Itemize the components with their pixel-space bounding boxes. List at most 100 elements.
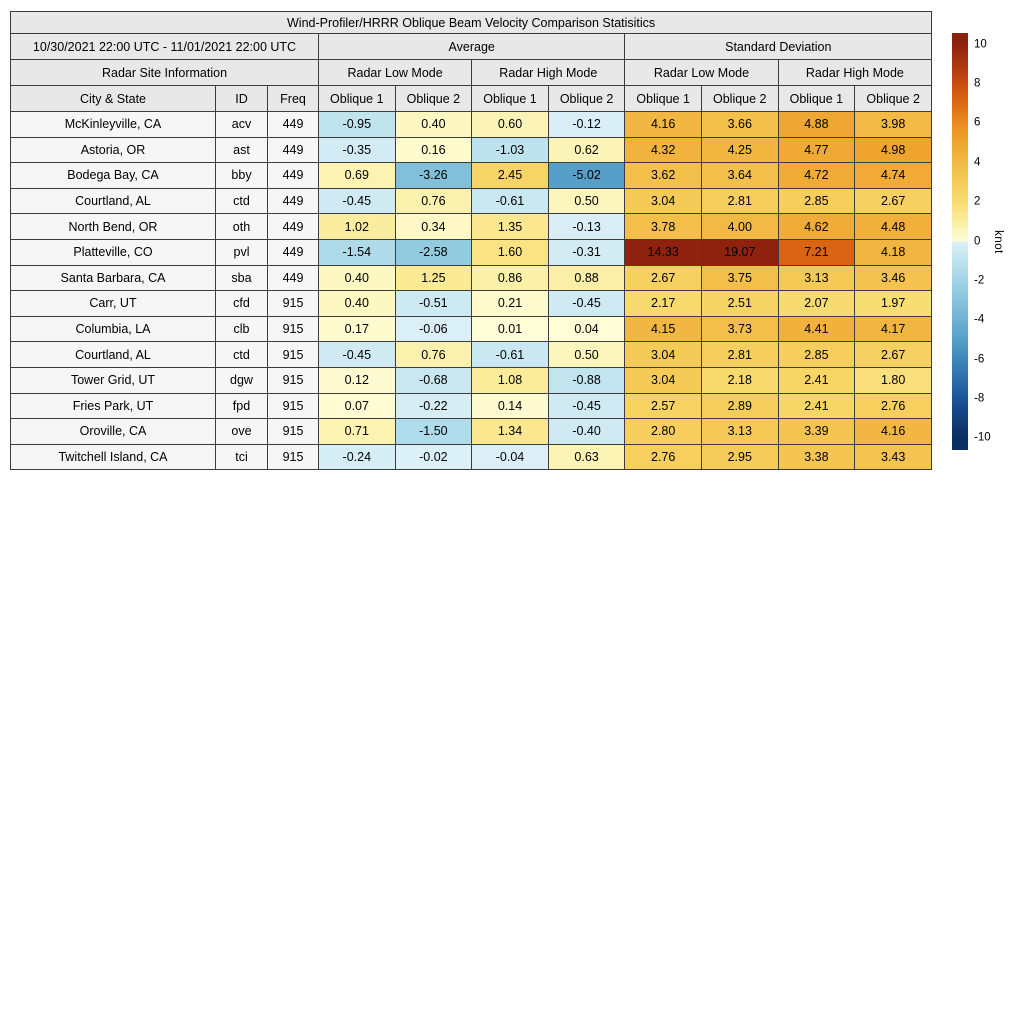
value-cell: 0.14 xyxy=(471,392,549,420)
value-cell: 0.16 xyxy=(394,136,473,164)
value-cell: 0.71 xyxy=(318,418,396,445)
average-group-label: Average xyxy=(317,33,626,60)
colorbar: 10 8 6 4 2 0 -2 -4 -6 -8 -10 knot xyxy=(952,33,1004,450)
site-id-cell: oth xyxy=(215,213,268,240)
value-cell: -0.35 xyxy=(318,136,396,164)
value-cell: 14.33 xyxy=(624,238,702,266)
colorbar-tick-label: 0 xyxy=(974,234,981,247)
freq-cell: 915 xyxy=(267,341,319,368)
value-cell: -0.61 xyxy=(471,187,549,215)
value-cell: 2.89 xyxy=(700,392,779,420)
city-cell: Platteville, CO xyxy=(10,238,216,266)
value-cell: -0.45 xyxy=(318,341,396,368)
value-cell: 3.62 xyxy=(624,162,702,189)
value-cell: 0.40 xyxy=(318,264,396,292)
std-low-mode-label: Radar Low Mode xyxy=(624,59,779,86)
value-cell: 4.77 xyxy=(777,136,856,164)
value-cell: 0.40 xyxy=(318,290,396,317)
value-cell: 3.04 xyxy=(624,341,702,368)
value-cell: -2.58 xyxy=(394,238,473,266)
value-cell: 1.97 xyxy=(854,290,933,317)
avg-low-mode-label: Radar Low Mode xyxy=(317,59,473,86)
city-cell: Courtland, AL xyxy=(10,341,216,368)
value-cell: 4.16 xyxy=(854,418,933,445)
value-cell: 0.01 xyxy=(471,315,549,343)
freq-cell: 915 xyxy=(267,315,319,343)
site-id-cell: clb xyxy=(215,315,268,343)
table-row: Courtland, AL ctd 449 -0.45 0.76 -0.61 0.50 3.0… xyxy=(10,187,933,215)
page-title: Wind-Profiler/HRRR Oblique Beam Velocity… xyxy=(9,11,933,34)
value-cell: 2.67 xyxy=(854,187,933,215)
table-row: Columbia, LA clb 915 0.17 -0.06 0.01 0.04 4.15 3… xyxy=(10,315,933,343)
colorbar-tick-label: -10 xyxy=(974,431,991,444)
site-id-cell: acv xyxy=(215,111,268,138)
value-cell: 4.41 xyxy=(777,315,856,343)
col-header-oblique1: Oblique 1 xyxy=(318,85,396,112)
value-cell: -0.12 xyxy=(547,111,626,138)
value-cell: 4.32 xyxy=(624,136,702,164)
value-cell: 0.07 xyxy=(318,392,396,420)
value-cell: 4.16 xyxy=(624,111,702,138)
value-cell: 2.85 xyxy=(777,341,856,368)
table-mode-header-row: Radar Site Information Radar Low Mode Ra… xyxy=(10,59,933,86)
colorbar-tick-label: 6 xyxy=(974,116,981,129)
table-row: Astoria, OR ast 449 -0.35 0.16 -1.03 0.62 4.32 4… xyxy=(10,136,933,164)
value-cell: 2.17 xyxy=(624,290,702,317)
value-cell: 3.46 xyxy=(854,264,933,292)
value-cell: -0.04 xyxy=(471,443,549,471)
value-cell: 3.04 xyxy=(624,187,702,215)
value-cell: 0.60 xyxy=(471,111,549,138)
site-id-cell: tci xyxy=(215,443,268,471)
value-cell: 3.39 xyxy=(777,418,856,445)
value-cell: 2.07 xyxy=(777,290,856,317)
table-row: Fries Park, UT fpd 915 0.07 -0.22 0.14 -0.45 2.… xyxy=(10,392,933,420)
col-header-oblique2: Oblique 2 xyxy=(700,85,779,112)
freq-cell: 449 xyxy=(267,213,319,240)
value-cell: -0.45 xyxy=(547,290,626,317)
value-cell: 2.57 xyxy=(624,392,702,420)
stats-table: Wind-Profiler/HRRR Oblique Beam Velocity… xyxy=(9,11,933,471)
value-cell: 2.41 xyxy=(777,392,856,420)
colorbar-tick-label: -6 xyxy=(974,352,985,365)
col-header-oblique2: Oblique 2 xyxy=(854,85,933,112)
value-cell: -0.45 xyxy=(547,392,626,420)
value-cell: 1.34 xyxy=(471,418,549,445)
colorbar-tick-label: -4 xyxy=(974,313,985,326)
freq-cell: 915 xyxy=(267,418,319,445)
table-group-header-row: 10/30/2021 22:00 UTC - 11/01/2021 22:00 … xyxy=(10,33,933,60)
colorbar-tick-label: -2 xyxy=(974,274,985,287)
value-cell: -1.03 xyxy=(471,136,549,164)
table-row: Bodega Bay, CA bby 449 0.69 -3.26 2.45 -5.02 3.… xyxy=(10,162,933,189)
value-cell: 2.85 xyxy=(777,187,856,215)
value-cell: 0.63 xyxy=(547,443,626,471)
freq-cell: 449 xyxy=(267,238,319,266)
colorbar-unit-label: knot xyxy=(992,229,1004,254)
value-cell: 0.50 xyxy=(547,341,626,368)
value-cell: -0.31 xyxy=(547,238,626,266)
value-cell: -0.61 xyxy=(471,341,549,368)
value-cell: 2.76 xyxy=(624,443,702,471)
col-header-oblique1: Oblique 1 xyxy=(471,85,549,112)
value-cell: 7.21 xyxy=(777,238,856,266)
value-cell: 4.48 xyxy=(854,213,933,240)
col-header-oblique2: Oblique 2 xyxy=(394,85,473,112)
value-cell: -0.95 xyxy=(318,111,396,138)
city-cell: North Bend, OR xyxy=(10,213,216,240)
table-row: North Bend, OR oth 449 1.02 0.34 1.35 -0.13 3.7… xyxy=(10,213,933,240)
value-cell: -0.68 xyxy=(394,366,473,394)
freq-cell: 915 xyxy=(267,392,319,420)
col-header-oblique1: Oblique 1 xyxy=(777,85,856,112)
value-cell: 4.72 xyxy=(777,162,856,189)
value-cell: 0.12 xyxy=(318,366,396,394)
avg-high-mode-label: Radar High Mode xyxy=(471,59,626,86)
value-cell: 0.04 xyxy=(547,315,626,343)
value-cell: 0.88 xyxy=(547,264,626,292)
site-id-cell: ast xyxy=(215,136,268,164)
value-cell: -0.13 xyxy=(547,213,626,240)
city-cell: Fries Park, UT xyxy=(10,392,216,420)
value-cell: 4.25 xyxy=(700,136,779,164)
value-cell: 1.02 xyxy=(318,213,396,240)
value-cell: 2.51 xyxy=(700,290,779,317)
value-cell: 0.50 xyxy=(547,187,626,215)
